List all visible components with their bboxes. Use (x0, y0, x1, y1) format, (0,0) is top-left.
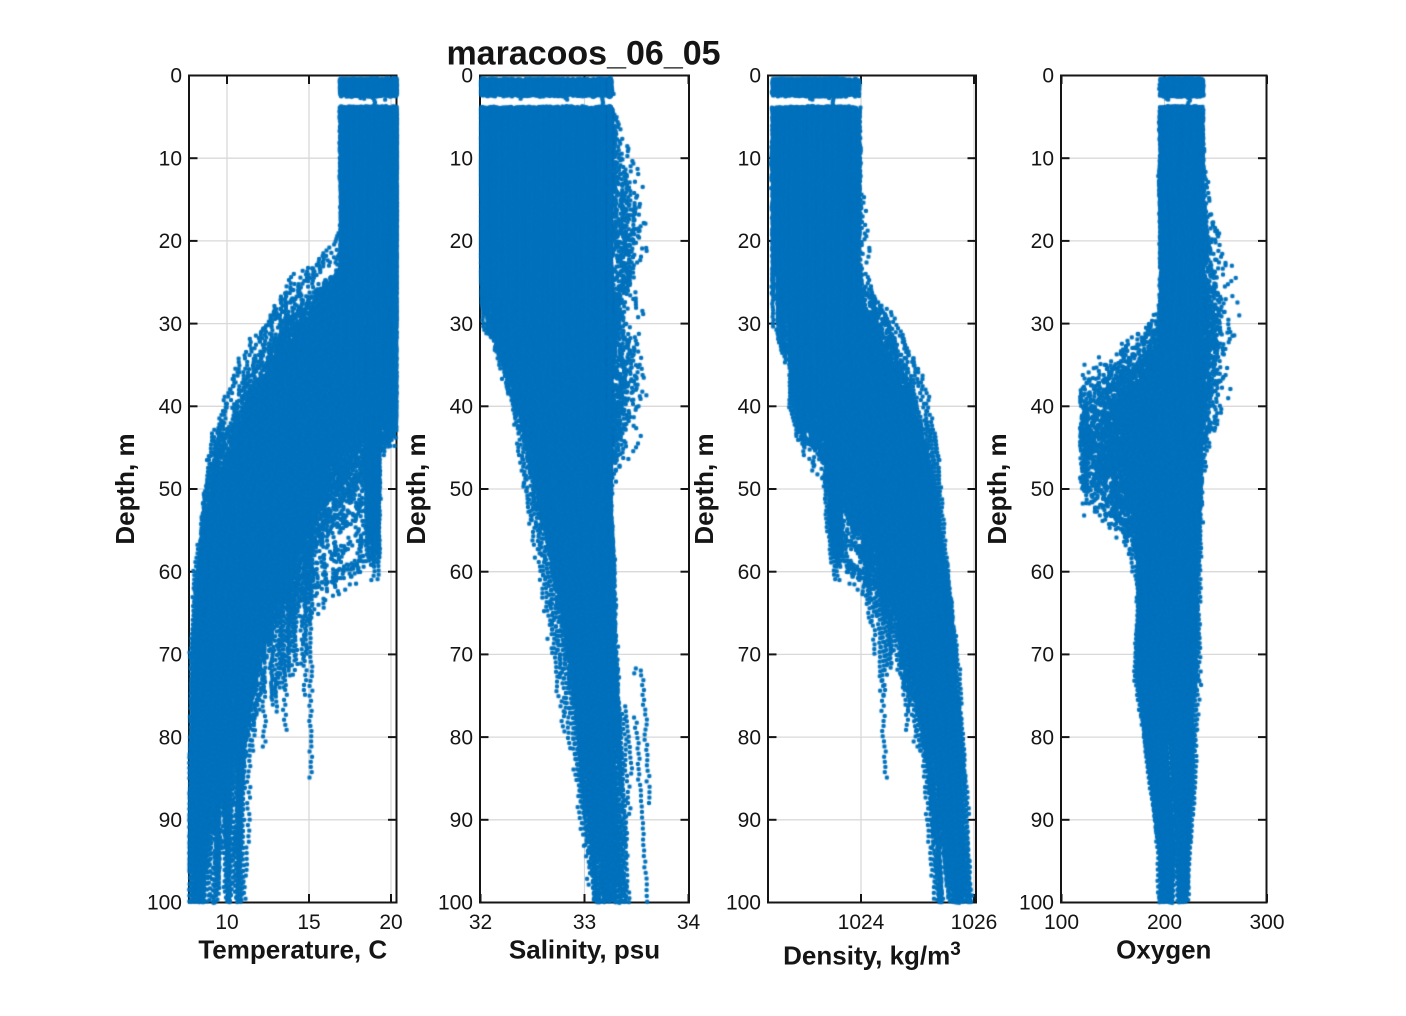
svg-text:80: 80 (159, 726, 182, 749)
svg-text:70: 70 (738, 644, 761, 667)
svg-text:0: 0 (1042, 65, 1054, 88)
svg-text:50: 50 (738, 478, 761, 501)
svg-text:200: 200 (1147, 911, 1182, 934)
svg-text:70: 70 (450, 644, 473, 667)
svg-text:30: 30 (738, 313, 761, 336)
svg-text:80: 80 (738, 726, 761, 749)
svg-text:300: 300 (1249, 911, 1284, 934)
svg-text:90: 90 (738, 809, 761, 832)
svg-text:40: 40 (159, 396, 182, 419)
svg-text:50: 50 (1031, 478, 1054, 501)
svg-text:34: 34 (677, 911, 701, 934)
svg-text:10: 10 (159, 147, 182, 170)
svg-text:20: 20 (1031, 230, 1054, 253)
svg-text:60: 60 (159, 561, 182, 584)
svg-text:Salinity, psu: Salinity, psu (509, 935, 660, 965)
svg-text:60: 60 (738, 561, 761, 584)
svg-text:10: 10 (215, 911, 238, 934)
svg-text:100: 100 (726, 892, 761, 915)
svg-text:Oxygen: Oxygen (1116, 935, 1211, 965)
svg-text:20: 20 (379, 911, 402, 934)
svg-text:maracoos_06_05: maracoos_06_05 (446, 35, 720, 73)
svg-text:80: 80 (1031, 726, 1054, 749)
svg-text:32: 32 (469, 911, 492, 934)
svg-text:30: 30 (450, 313, 473, 336)
svg-text:1026: 1026 (951, 911, 998, 934)
svg-text:Density, kg/m3: Density, kg/m3 (783, 939, 961, 971)
svg-text:100: 100 (438, 892, 473, 915)
svg-text:100: 100 (1044, 911, 1079, 934)
svg-text:Temperature, C: Temperature, C (198, 935, 387, 965)
svg-text:70: 70 (159, 644, 182, 667)
svg-text:40: 40 (1031, 396, 1054, 419)
svg-text:20: 20 (450, 230, 473, 253)
svg-text:90: 90 (450, 809, 473, 832)
svg-text:Depth, m: Depth, m (982, 433, 1012, 544)
svg-text:30: 30 (159, 313, 182, 336)
svg-text:10: 10 (738, 147, 761, 170)
svg-text:40: 40 (450, 396, 473, 419)
svg-text:80: 80 (450, 726, 473, 749)
svg-text:100: 100 (147, 892, 182, 915)
svg-text:60: 60 (1031, 561, 1054, 584)
svg-text:20: 20 (159, 230, 182, 253)
svg-text:90: 90 (1031, 809, 1054, 832)
svg-text:Depth, m: Depth, m (110, 433, 140, 544)
svg-text:50: 50 (159, 478, 182, 501)
svg-text:50: 50 (450, 478, 473, 501)
svg-text:0: 0 (170, 65, 182, 88)
svg-text:Depth, m: Depth, m (401, 433, 431, 544)
svg-text:20: 20 (738, 230, 761, 253)
svg-text:1024: 1024 (838, 911, 885, 934)
svg-text:15: 15 (297, 911, 320, 934)
svg-text:Depth, m: Depth, m (689, 433, 719, 544)
svg-text:60: 60 (450, 561, 473, 584)
svg-text:0: 0 (749, 65, 761, 88)
svg-text:30: 30 (1031, 313, 1054, 336)
svg-text:10: 10 (450, 147, 473, 170)
svg-text:33: 33 (573, 911, 596, 934)
svg-text:100: 100 (1019, 892, 1054, 915)
svg-text:10: 10 (1031, 147, 1054, 170)
svg-text:70: 70 (1031, 644, 1054, 667)
svg-text:40: 40 (738, 396, 761, 419)
svg-text:90: 90 (159, 809, 182, 832)
svg-text:0: 0 (461, 65, 473, 88)
